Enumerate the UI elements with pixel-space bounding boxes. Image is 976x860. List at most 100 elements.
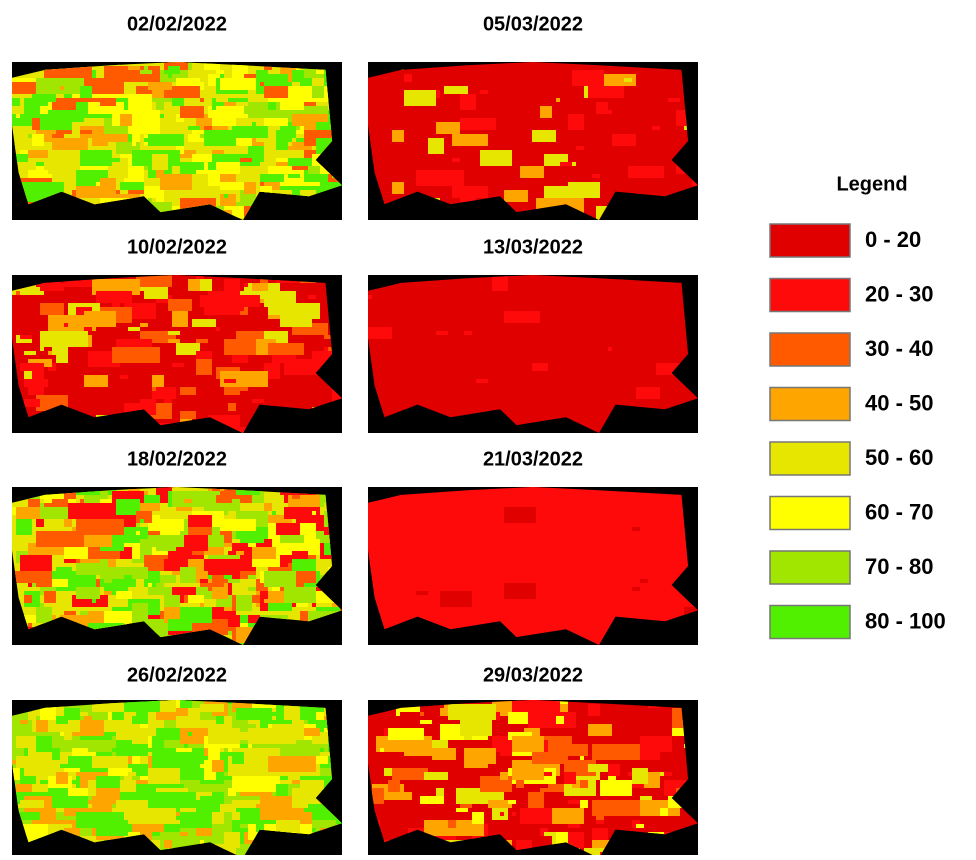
map-pixel bbox=[556, 716, 564, 724]
map-pixel bbox=[224, 194, 228, 198]
map-pixel bbox=[588, 724, 612, 736]
map-pixel bbox=[228, 579, 240, 583]
map-pixel bbox=[60, 86, 64, 90]
map-pixel bbox=[448, 704, 496, 720]
map-pixel bbox=[252, 399, 264, 403]
map-pixel bbox=[388, 728, 424, 740]
map-pixel bbox=[568, 800, 580, 804]
map-pixel bbox=[668, 98, 680, 102]
panel-title: 10/02/2022 bbox=[127, 236, 227, 258]
legend-swatch bbox=[770, 333, 850, 366]
map-pixel bbox=[200, 98, 204, 102]
map-pixel bbox=[284, 704, 300, 720]
map-pixel bbox=[156, 583, 164, 587]
map-pixel bbox=[172, 363, 184, 367]
map-pixel bbox=[404, 740, 436, 756]
map-pixel bbox=[608, 764, 620, 776]
map-pixel bbox=[272, 511, 276, 515]
map-pixel bbox=[148, 82, 172, 90]
map-pixel bbox=[196, 760, 204, 764]
legend-swatch bbox=[770, 388, 850, 421]
map-pixel bbox=[52, 579, 68, 587]
map-pixel bbox=[288, 142, 292, 146]
map-pixel bbox=[276, 820, 300, 832]
map-pixel bbox=[224, 339, 256, 355]
map-pixel bbox=[80, 712, 88, 716]
map-pixel bbox=[228, 615, 240, 627]
map-pixel bbox=[40, 331, 88, 347]
map-pixel bbox=[220, 776, 232, 780]
map-pixel bbox=[632, 784, 644, 788]
map-pixel bbox=[160, 174, 192, 190]
map-pixel bbox=[172, 74, 180, 78]
map-pixel bbox=[528, 712, 576, 728]
map-pixel bbox=[388, 780, 400, 792]
map-pixel bbox=[40, 94, 56, 102]
map-pixel bbox=[304, 728, 320, 736]
map-pixel bbox=[100, 559, 108, 567]
map-pixel bbox=[436, 331, 448, 335]
legend-swatch bbox=[770, 606, 850, 639]
map-pixel bbox=[420, 712, 424, 716]
map-pixel bbox=[464, 732, 472, 740]
legend-title: Legend bbox=[836, 173, 907, 195]
map-pixel bbox=[572, 70, 604, 86]
map-pixel bbox=[456, 808, 468, 812]
map-pixel bbox=[180, 387, 196, 395]
panel-title: 13/03/2022 bbox=[483, 236, 583, 258]
map-pixel bbox=[20, 363, 44, 371]
map-pixel bbox=[132, 134, 140, 142]
map-pixel bbox=[608, 776, 616, 780]
legend-swatch bbox=[770, 497, 850, 530]
map-pixel bbox=[84, 716, 92, 724]
map-pixel bbox=[132, 559, 140, 563]
map-pixel bbox=[28, 623, 32, 627]
map-pixel bbox=[236, 551, 244, 555]
map-pixel bbox=[40, 347, 44, 351]
map-pixel bbox=[276, 784, 288, 796]
map-pixel bbox=[64, 732, 72, 740]
map-pixel bbox=[576, 146, 584, 150]
map-pixel bbox=[68, 720, 80, 732]
map-pixel bbox=[308, 295, 316, 299]
map-pixel bbox=[292, 70, 304, 82]
map-pixel bbox=[184, 499, 192, 503]
map-pixel bbox=[132, 603, 148, 619]
map-pixel bbox=[196, 351, 212, 359]
map-pixel bbox=[528, 792, 544, 808]
legend-label: 30 - 40 bbox=[865, 336, 934, 361]
map-pixel bbox=[16, 291, 20, 295]
map-pixel bbox=[504, 311, 540, 323]
map-pixel bbox=[636, 824, 644, 828]
map-pixel bbox=[36, 166, 44, 170]
map-pixel bbox=[264, 74, 288, 86]
map-pixel bbox=[144, 287, 168, 299]
map-pixel bbox=[212, 575, 224, 587]
map-pixel bbox=[204, 130, 236, 146]
map-pixel bbox=[56, 567, 72, 575]
map-pixel bbox=[596, 820, 604, 824]
map-pixel bbox=[624, 78, 632, 82]
map-pixel bbox=[120, 375, 128, 379]
map-pixel bbox=[288, 776, 300, 780]
map-pixel bbox=[36, 571, 52, 587]
map-pixel bbox=[316, 122, 332, 130]
map-pixel bbox=[152, 154, 168, 170]
map-pixel bbox=[292, 495, 300, 499]
map-pixel bbox=[448, 820, 456, 828]
map-pixel bbox=[248, 575, 256, 579]
map-pixel bbox=[188, 527, 212, 535]
map-pixel bbox=[104, 66, 128, 78]
map-pixel bbox=[204, 303, 240, 315]
map-pixel bbox=[580, 756, 584, 760]
map-pixel bbox=[188, 732, 192, 736]
map-pixel bbox=[212, 114, 236, 126]
map-pixel bbox=[188, 515, 212, 527]
map-pixel bbox=[268, 724, 272, 728]
map-pixel bbox=[128, 118, 160, 134]
figure: 02/02/202205/03/202210/02/202213/03/2022… bbox=[0, 0, 976, 855]
map-pixel bbox=[512, 736, 544, 752]
map-pixel bbox=[212, 812, 224, 824]
map-pixel bbox=[292, 138, 296, 142]
map-pixel bbox=[64, 323, 68, 327]
